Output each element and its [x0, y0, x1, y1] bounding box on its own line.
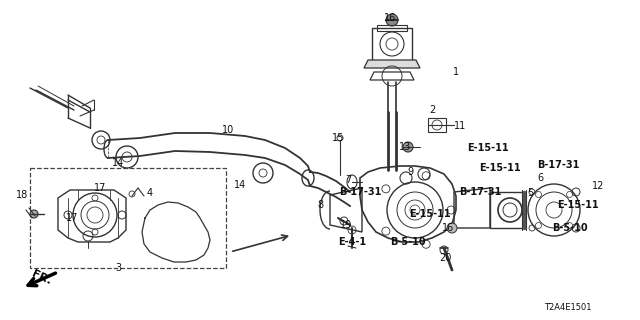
Text: 16: 16: [442, 223, 454, 233]
Text: 2: 2: [429, 105, 435, 115]
Text: 16: 16: [384, 13, 396, 23]
Text: 4: 4: [147, 188, 153, 198]
Polygon shape: [364, 60, 420, 68]
Text: 15: 15: [332, 133, 344, 143]
Text: B-5-10: B-5-10: [390, 237, 426, 247]
Text: 18: 18: [16, 190, 28, 200]
Text: B-17-31: B-17-31: [537, 160, 579, 170]
Text: 10: 10: [222, 125, 234, 135]
Text: 17: 17: [94, 183, 106, 193]
Text: E-15-11: E-15-11: [479, 163, 521, 173]
Text: T2A4E1501: T2A4E1501: [544, 303, 592, 313]
Text: 9: 9: [407, 167, 413, 177]
Text: 14: 14: [234, 180, 246, 190]
Text: 1: 1: [453, 67, 459, 77]
Bar: [428, 118, 446, 132]
Text: 13: 13: [399, 142, 411, 152]
Text: 5: 5: [527, 188, 533, 198]
Text: 3: 3: [115, 263, 121, 273]
Text: 6: 6: [537, 173, 543, 183]
Text: E-15-11: E-15-11: [409, 209, 451, 219]
Text: E-15-11: E-15-11: [557, 200, 599, 210]
Text: 7: 7: [345, 175, 351, 185]
Circle shape: [386, 14, 398, 26]
Bar: [372, 28, 412, 63]
Text: E-4-1: E-4-1: [338, 237, 366, 247]
Text: 14: 14: [112, 158, 124, 168]
Text: 8: 8: [317, 200, 323, 210]
Text: 11: 11: [454, 121, 466, 131]
Text: FR.: FR.: [31, 269, 53, 287]
Bar: [377, 25, 407, 31]
Circle shape: [30, 210, 38, 218]
Text: E-15-11: E-15-11: [467, 143, 509, 153]
Text: B-5-10: B-5-10: [552, 223, 588, 233]
Circle shape: [447, 223, 457, 233]
Text: 19: 19: [340, 220, 352, 230]
Text: B-17-31: B-17-31: [339, 187, 381, 197]
Text: B-17-31: B-17-31: [459, 187, 501, 197]
Text: 20: 20: [439, 253, 451, 263]
Bar: [30, 168, 226, 268]
Text: 12: 12: [592, 181, 604, 191]
Text: 17: 17: [66, 213, 78, 223]
Circle shape: [403, 142, 413, 152]
